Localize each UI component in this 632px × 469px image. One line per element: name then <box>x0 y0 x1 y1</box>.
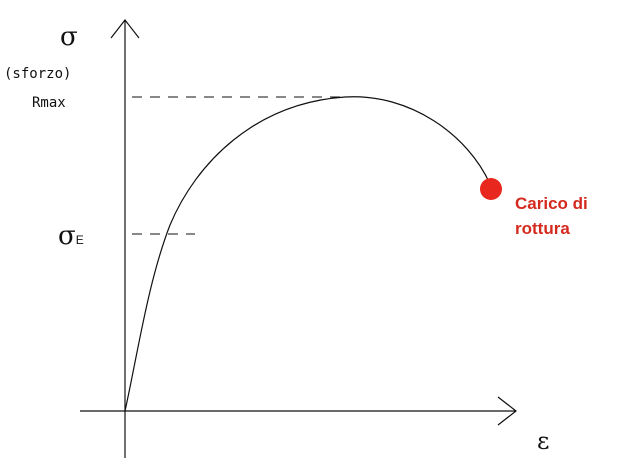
epsilon-axis-label: ε <box>537 427 549 455</box>
rupture-label-line2: rottura <box>515 219 570 238</box>
rmax-label: Rmax <box>32 95 66 111</box>
rupture-point <box>480 178 502 200</box>
sigma-e-label: σE <box>58 221 84 251</box>
sigma-e-subscript: E <box>76 233 84 247</box>
sigma-e-symbol: σ <box>58 221 76 251</box>
sforzo-caption: (sforzo) <box>4 66 71 82</box>
x-axis <box>80 396 517 426</box>
stress-strain-curve <box>124 96 491 412</box>
rupture-label-line1: Carico di <box>515 194 588 213</box>
sigma-axis-label: σ <box>60 22 78 52</box>
y-axis <box>110 19 140 458</box>
